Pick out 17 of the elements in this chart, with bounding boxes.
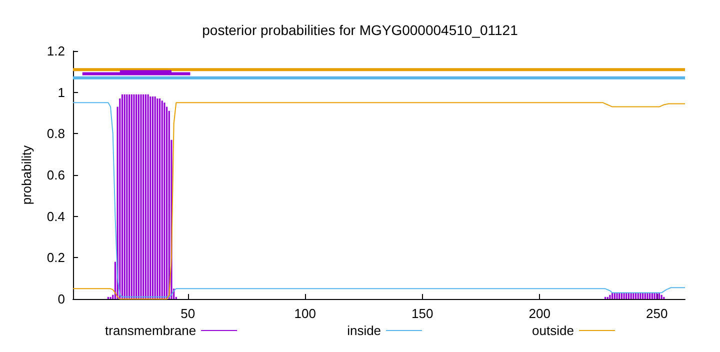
x-tick-label: 200 [528, 306, 550, 321]
legend-label: transmembrane [105, 323, 196, 338]
y-tick-label: 0.6 [46, 168, 65, 182]
chart-title: posterior probabilities for MGYG000004510_01121 [202, 22, 518, 38]
x-tick-label: 250 [646, 306, 668, 321]
y-tick-label: 0.4 [46, 208, 65, 224]
x-tick-label: 150 [412, 306, 434, 321]
legend-label: outside [532, 323, 574, 338]
y-axis-title: probability [19, 144, 34, 205]
y-tick-label: 0.8 [46, 126, 65, 142]
legend-label: inside [347, 323, 382, 338]
y-tick-label: 0.2 [46, 250, 65, 266]
y-tick-label: 1.2 [46, 44, 65, 58]
y-tick-label: 1 [58, 84, 65, 100]
x-tick-label: 50 [180, 306, 196, 321]
y-tick-label: 0 [58, 292, 65, 306]
x-tick-label: 100 [294, 306, 316, 321]
